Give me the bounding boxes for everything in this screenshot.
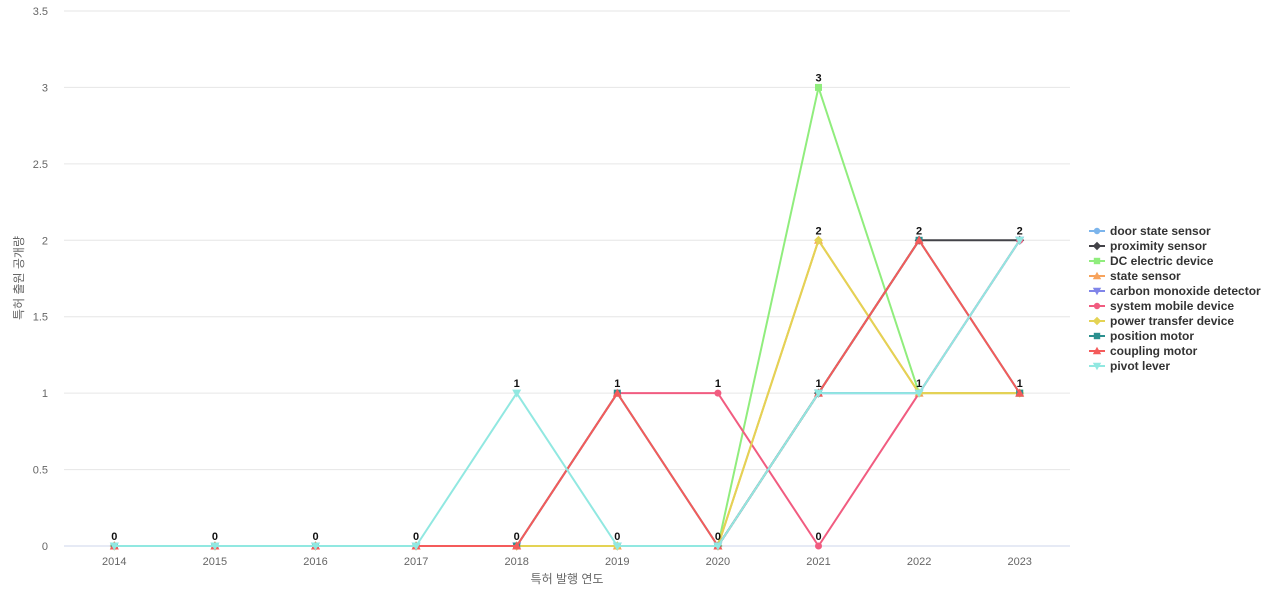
data-point[interactable]	[714, 389, 722, 397]
legend-symbol	[1089, 271, 1105, 279]
y-tick-label: 1.5	[33, 312, 48, 324]
y-tick-label: 0.5	[33, 465, 48, 477]
legend-symbol	[1089, 287, 1105, 295]
x-tick-label: 2023	[1007, 556, 1031, 568]
data-label: 0	[715, 531, 721, 543]
x-tick-label: 2020	[706, 556, 730, 568]
legend-item-state-sensor[interactable]: state sensor	[1089, 268, 1261, 283]
data-point[interactable]	[311, 542, 320, 551]
series-line	[113, 239, 1021, 547]
data-point[interactable]	[815, 542, 822, 550]
series-group	[109, 83, 1025, 551]
y-tick-label: 1	[42, 388, 48, 400]
y-tick-label: 3	[42, 82, 48, 94]
y-tick-label: 0	[42, 541, 48, 553]
data-label: 1	[614, 378, 620, 390]
data-point[interactable]	[914, 389, 924, 398]
data-point[interactable]	[512, 389, 522, 398]
y-axis-title: 특허 출원 공개량	[12, 236, 26, 320]
y-axis-ticks: 0 0.5 1 1.5 2 2.5 3 3.5	[33, 6, 48, 553]
legend-label: system mobile device	[1110, 298, 1235, 313]
legend-item-position-motor[interactable]: position motor	[1089, 328, 1261, 343]
x-tick-label: 2014	[102, 556, 126, 568]
legend-symbol	[1089, 346, 1105, 354]
x-axis-ticks: 2014 2015 2016 2017 2018 2019 2020 2021 2022 2023	[102, 556, 1032, 568]
data-label: 1	[916, 378, 922, 390]
legend-item-coupling-motor[interactable]: coupling motor	[1089, 343, 1261, 358]
x-axis-title: 특허 발행 연도	[531, 571, 604, 586]
legend-symbol	[1089, 257, 1105, 264]
legend-item-system-mobile-device[interactable]: system mobile device	[1089, 298, 1261, 313]
legend-symbol	[1089, 302, 1105, 309]
data-label: 0	[212, 531, 218, 543]
data-point[interactable]	[512, 541, 522, 550]
data-label: 2	[916, 225, 922, 237]
y-tick-label: 2	[42, 235, 48, 247]
legend-item-proximity-sensor[interactable]: proximity sensor	[1089, 238, 1261, 253]
legend-label: DC electric device	[1110, 253, 1214, 268]
legend: door state sensor proximity sensor DC elec…	[1089, 223, 1261, 373]
data-point[interactable]	[814, 389, 823, 398]
x-tick-label: 2018	[504, 556, 528, 568]
legend-label: state sensor	[1110, 268, 1181, 283]
series-pivot-lever	[109, 236, 1025, 551]
data-point[interactable]	[210, 542, 220, 551]
legend-symbol	[1089, 362, 1105, 370]
data-label: 2	[815, 225, 821, 237]
x-tick-label: 2017	[404, 556, 428, 568]
data-point[interactable]	[1015, 388, 1025, 397]
legend-symbol	[1089, 241, 1105, 250]
data-point[interactable]	[1015, 236, 1025, 245]
legend-label: proximity sensor	[1110, 238, 1207, 253]
grid-lines	[64, 10, 1070, 547]
legend-symbol	[1089, 332, 1105, 339]
legend-label: position motor	[1110, 328, 1194, 343]
data-label: 0	[413, 531, 419, 543]
data-label: 0	[111, 531, 117, 543]
legend-item-power-transfer-device[interactable]: power transfer device	[1089, 313, 1261, 328]
legend-item-pivot-lever[interactable]: pivot lever	[1089, 358, 1261, 373]
legend-symbol	[1089, 227, 1105, 234]
data-label: 1	[715, 378, 721, 390]
legend-label: coupling motor	[1110, 343, 1198, 358]
data-point[interactable]	[612, 542, 622, 551]
data-point[interactable]	[914, 235, 924, 244]
x-tick-label: 2022	[907, 556, 931, 568]
data-point[interactable]	[109, 542, 119, 551]
data-label: 1	[514, 378, 520, 390]
x-tick-label: 2015	[203, 556, 227, 568]
legend-label: carbon monoxide detector	[1110, 283, 1261, 298]
x-tick-label: 2016	[303, 556, 327, 568]
data-point[interactable]	[713, 542, 723, 551]
y-tick-label: 3.5	[33, 6, 48, 18]
data-label: 0	[312, 531, 318, 543]
data-label: 0	[514, 531, 520, 543]
data-point[interactable]	[814, 235, 823, 245]
data-label: 0	[815, 531, 821, 543]
data-labels: 0 0 0 0 1 0 1 0 1 0 3 2 1 0 2 1 2 1	[111, 72, 1023, 543]
legend-item-dc-electric-device[interactable]: DC electric device	[1089, 253, 1261, 268]
legend-label: power transfer device	[1110, 313, 1235, 328]
data-point[interactable]	[612, 388, 622, 397]
legend-item-door-state-sensor[interactable]: door state sensor	[1089, 223, 1261, 238]
legend-item-carbon-monoxide-detector[interactable]: carbon monoxide detector	[1089, 283, 1261, 298]
data-label: 2	[1017, 225, 1023, 237]
data-label: 0	[614, 531, 620, 543]
x-tick-label: 2021	[806, 556, 830, 568]
y-tick-label: 2.5	[33, 159, 48, 171]
x-tick-label: 2019	[605, 556, 629, 568]
legend-label: door state sensor	[1110, 223, 1211, 238]
legend-label: pivot lever	[1110, 358, 1171, 373]
data-point[interactable]	[411, 542, 421, 551]
data-point[interactable]	[815, 83, 822, 91]
data-label: 1	[815, 378, 821, 390]
legend-symbol	[1089, 316, 1105, 325]
data-label: 1	[1017, 378, 1023, 390]
data-label: 3	[815, 72, 821, 84]
